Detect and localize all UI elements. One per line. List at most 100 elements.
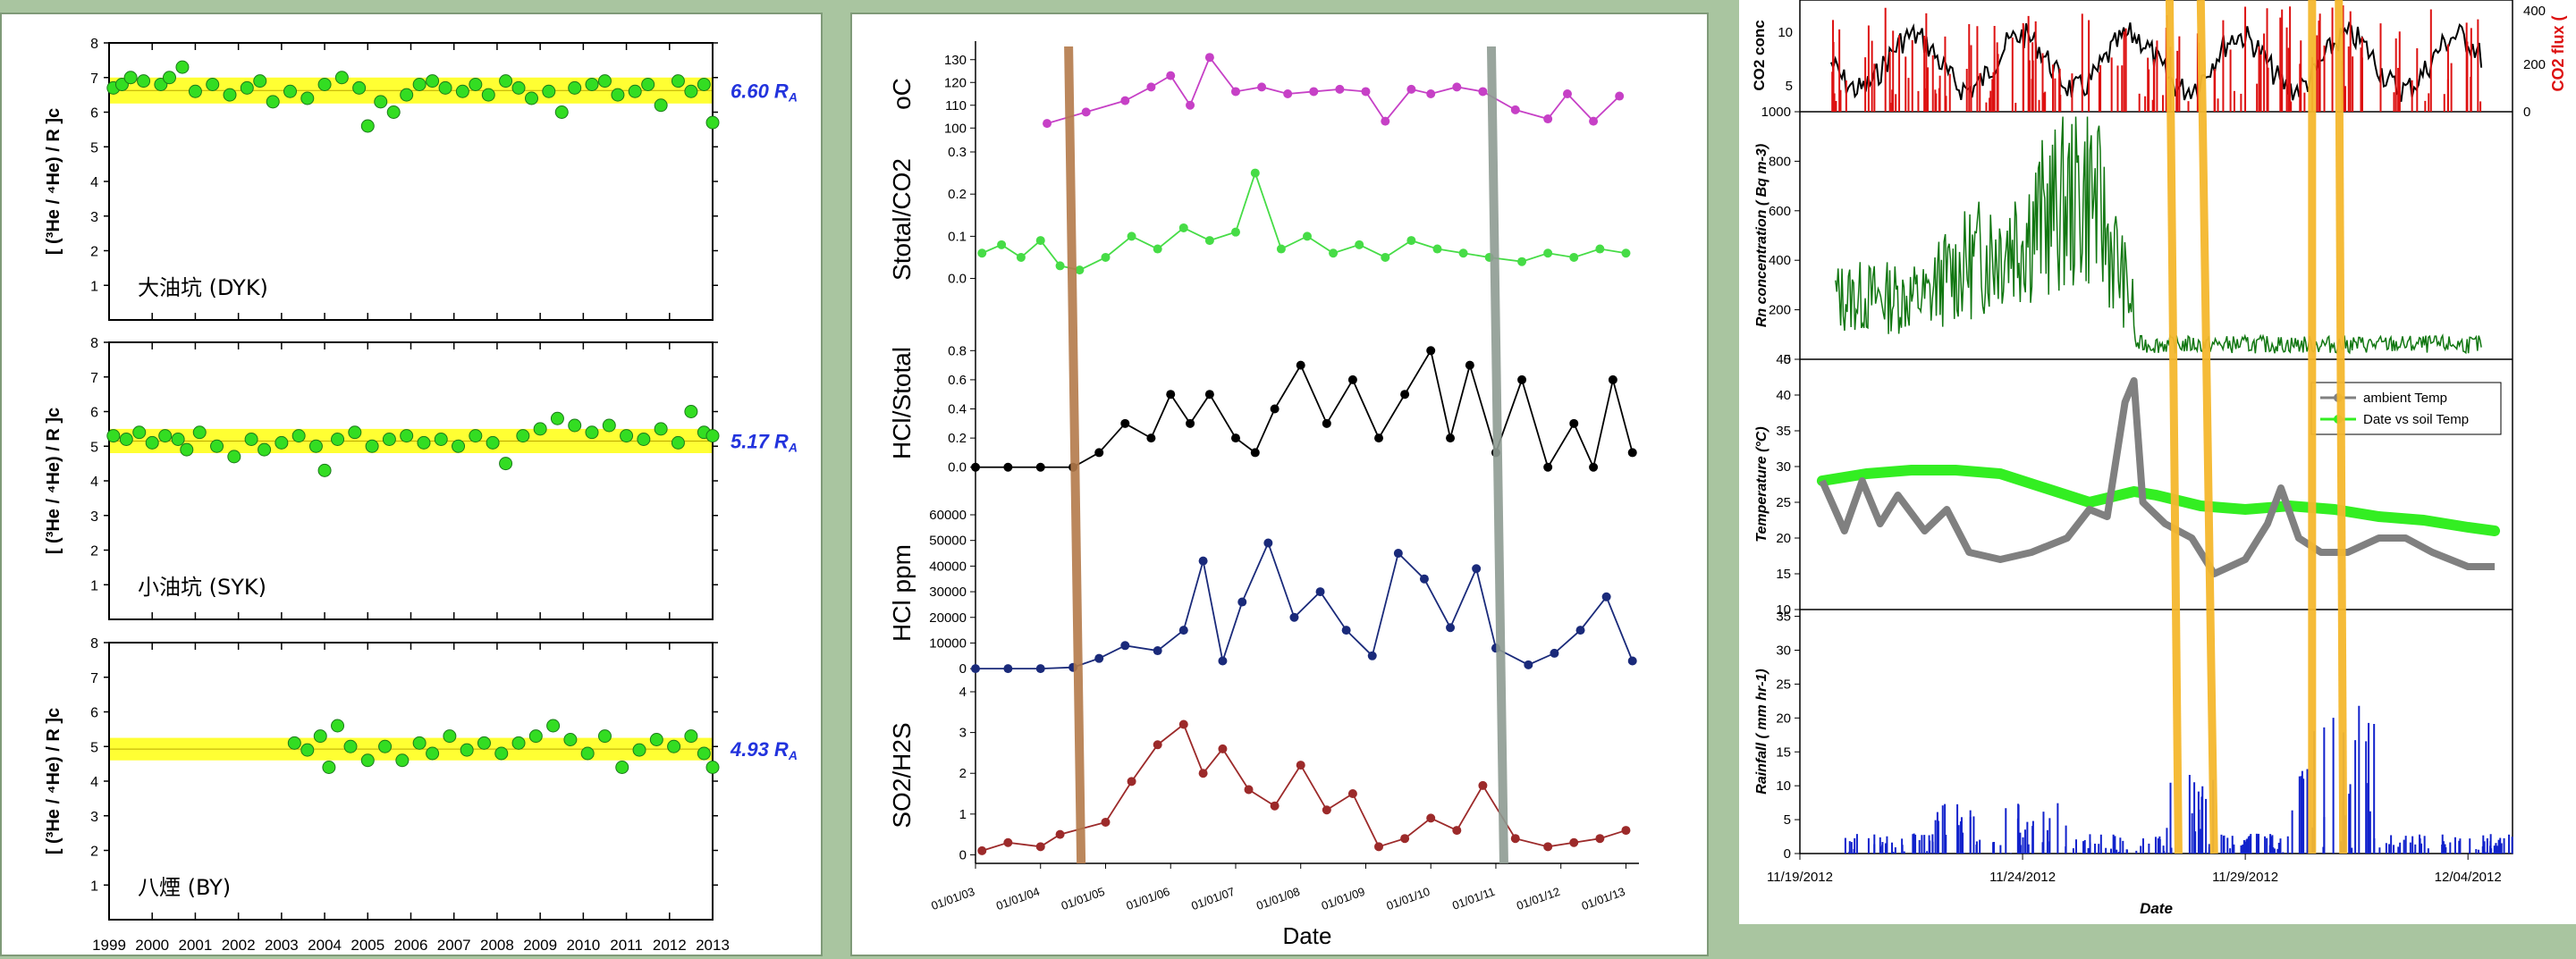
series-point <box>1550 648 1559 658</box>
y-tick-label: 45 <box>1776 352 1791 367</box>
data-point <box>438 80 452 95</box>
series-point <box>1543 248 1553 258</box>
co2-y-label: CO2 conc <box>1751 20 1768 90</box>
y-tick-label: 0 <box>1784 846 1791 862</box>
x-tick-label: 2002 <box>222 937 256 954</box>
site-label: 小油坑 (SYK) <box>138 575 266 600</box>
data-point <box>123 71 138 85</box>
series-point <box>1322 805 1331 815</box>
series-point <box>1315 587 1325 597</box>
x-tick-label: 01/01/07 <box>1189 885 1237 913</box>
x-axis-title: Date <box>2140 900 2173 917</box>
data-point <box>331 433 345 446</box>
series-point <box>1035 236 1045 246</box>
data-point <box>287 736 301 750</box>
gas-series-4: 0 1 2 3 4 SO2/H2S <box>888 685 1631 862</box>
series-point <box>1458 248 1468 258</box>
y-tick-label: 5 <box>90 140 98 156</box>
series-point <box>1569 837 1579 847</box>
series-point <box>1218 744 1228 753</box>
series-point <box>1101 252 1111 262</box>
y-tick-label: 4 <box>90 475 98 490</box>
data-point <box>386 105 401 119</box>
x-tick-label: 12/04/2012 <box>2435 870 2502 885</box>
data-point <box>684 729 698 744</box>
series-point <box>1003 837 1013 847</box>
y-tick-label: 4 <box>90 175 98 190</box>
x-tick-label: 01/01/06 <box>1125 885 1172 913</box>
data-point <box>499 457 513 471</box>
soil-temp-line <box>1816 465 2501 536</box>
data-point <box>568 80 582 95</box>
data-point <box>494 746 509 761</box>
data-point <box>171 433 185 446</box>
y-tick-label: 35 <box>1776 424 1791 439</box>
y-tick-label: 0.0 <box>948 272 967 287</box>
data-point <box>667 739 681 753</box>
series-point <box>1218 656 1228 666</box>
x-tick-label: 2009 <box>523 937 557 954</box>
data-point <box>378 739 393 753</box>
y-tick-label: 20000 <box>929 610 967 626</box>
data-point <box>602 418 616 433</box>
y-tick-label: 1 <box>90 578 98 593</box>
series-point <box>1432 244 1442 254</box>
data-point <box>615 761 629 774</box>
series-point <box>977 845 987 855</box>
data-point <box>611 88 625 102</box>
series-point <box>1595 834 1605 844</box>
temp-y-label: Temperature (°C) <box>1754 426 1769 542</box>
series-point <box>1472 564 1482 574</box>
data-point <box>632 743 646 757</box>
series-point <box>1627 656 1637 666</box>
y-tick-label: 120 <box>944 75 967 90</box>
series-point <box>1276 244 1286 254</box>
data-point <box>550 411 564 425</box>
data-point <box>533 422 547 436</box>
gas-series-1: 0.0 0.1 0.2 0.3 Stotal/CO2 <box>888 145 1631 287</box>
y-tick-label: 400 <box>1769 253 1791 268</box>
rain-y-label: Rainfall ( mm hr-1) <box>1754 669 1769 794</box>
series-point <box>1347 374 1357 384</box>
y-tick-label: 1 <box>90 279 98 294</box>
y-tick-label: 7 <box>90 371 98 386</box>
data-point <box>119 433 133 446</box>
series-point <box>1569 418 1579 428</box>
data-point <box>175 60 190 74</box>
data-point <box>132 425 147 440</box>
co2-right-tick: 400 <box>2523 4 2546 19</box>
y-tick-label: 0.2 <box>948 187 967 202</box>
co2-flux-label: CO2 flux ( <box>2549 15 2567 91</box>
series-point <box>1035 462 1045 472</box>
data-point <box>426 74 440 88</box>
series-point <box>1250 168 1260 178</box>
data-point <box>628 84 642 98</box>
series-point <box>1270 404 1280 414</box>
series-point <box>1198 556 1208 566</box>
series-point <box>1569 252 1579 262</box>
data-point <box>671 74 685 88</box>
series-point <box>1517 374 1527 384</box>
series-point <box>1081 107 1091 117</box>
data-point <box>452 439 466 453</box>
x-tick-label: 2003 <box>265 937 299 954</box>
gas-series-0: 100 110 120 130 oC <box>888 53 1625 136</box>
x-tick-label: 2013 <box>696 937 730 954</box>
series-point <box>1257 82 1267 92</box>
series-point <box>1478 780 1488 790</box>
data-point <box>291 429 306 443</box>
series-point <box>1381 116 1390 126</box>
data-point <box>455 84 469 98</box>
series-point <box>1400 390 1410 400</box>
series-point <box>1355 240 1364 249</box>
data-point <box>400 88 414 102</box>
data-point <box>300 743 315 757</box>
series-point <box>1270 801 1280 811</box>
y-tick-label: 110 <box>945 98 967 114</box>
x-tick-label: 2010 <box>566 937 600 954</box>
y-tick-label: 35 <box>1776 610 1791 625</box>
series-line <box>1046 55 1620 125</box>
data-point <box>684 84 698 98</box>
series-point <box>1419 574 1429 584</box>
y-tick-label: 1 <box>959 807 967 822</box>
